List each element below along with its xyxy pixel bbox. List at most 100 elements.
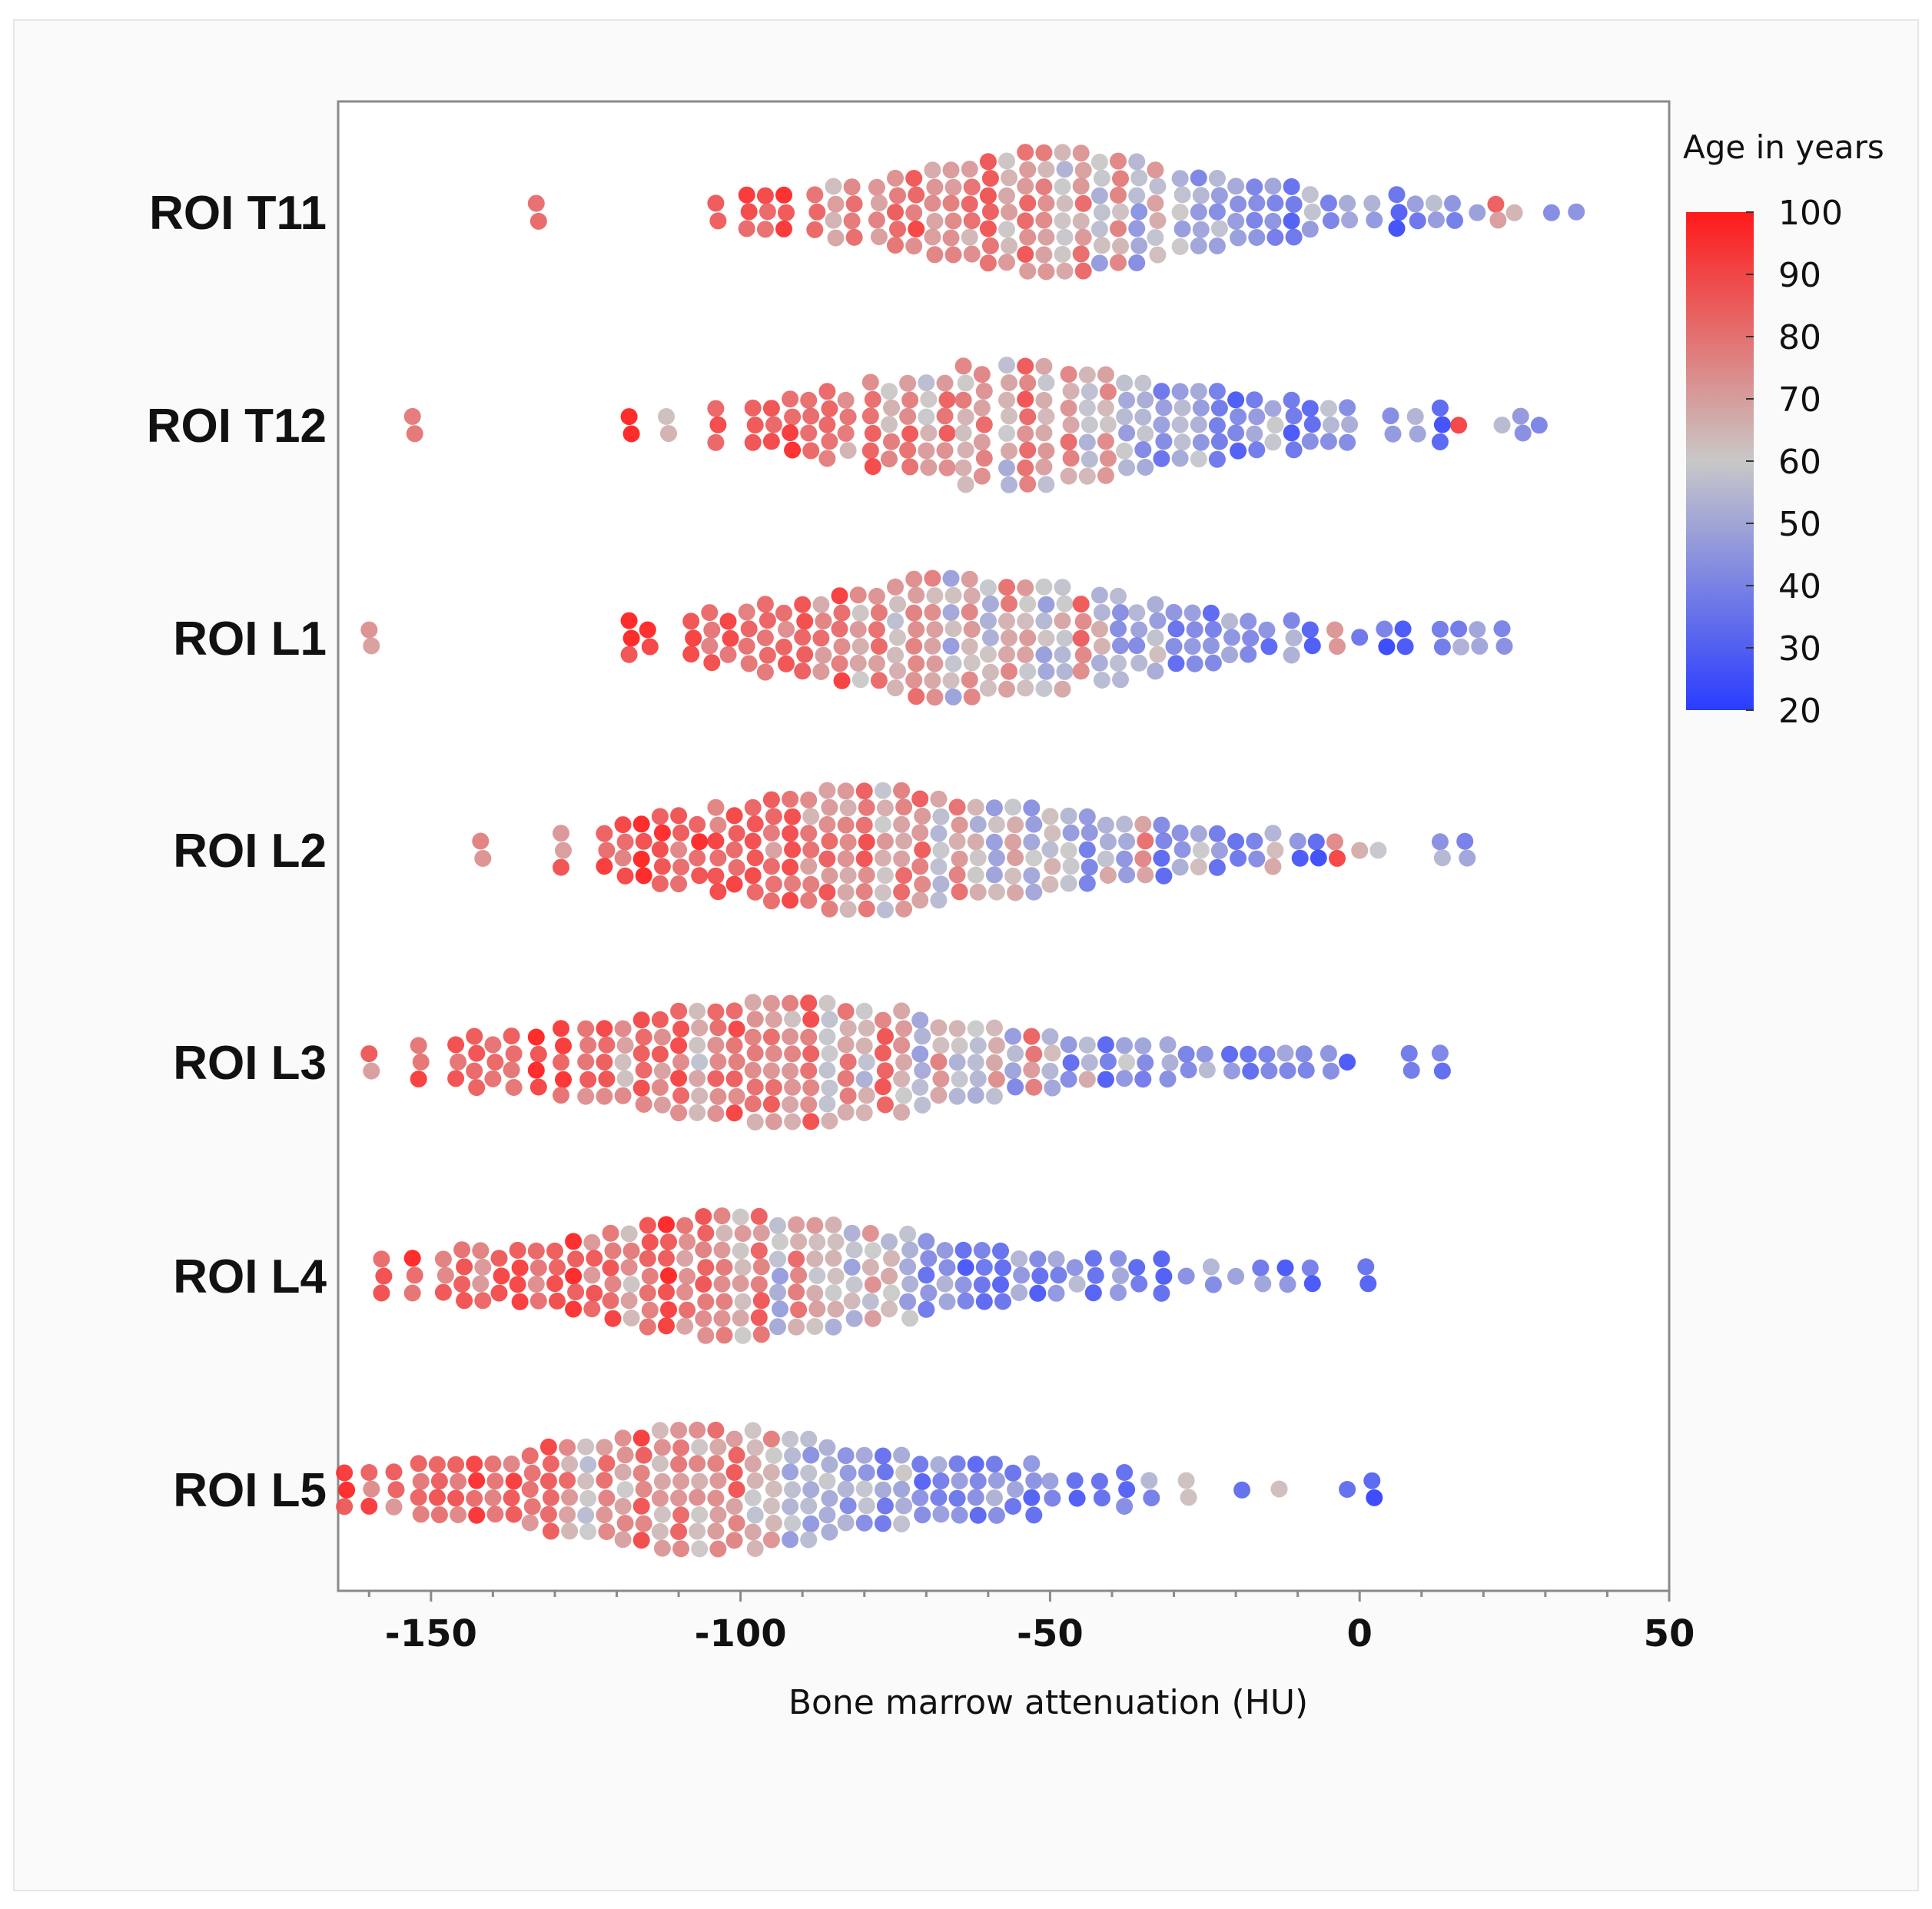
data-point: [899, 1258, 917, 1276]
data-point: [635, 1446, 652, 1464]
data-point: [622, 1310, 640, 1326]
data-point: [1001, 595, 1017, 613]
data-point: [1190, 450, 1207, 468]
data-point: [658, 1317, 675, 1335]
data-point: [1192, 842, 1210, 859]
data-point: [851, 671, 869, 689]
data-point: [1074, 646, 1092, 664]
data-point: [794, 596, 812, 613]
data-point: [899, 374, 917, 392]
data-point: [672, 1020, 690, 1038]
data-point: [689, 1489, 706, 1506]
data-point: [474, 1292, 492, 1310]
data-point: [546, 1275, 563, 1293]
data-point: [963, 178, 981, 196]
data-point: [685, 629, 702, 647]
data-point: [948, 1054, 966, 1071]
data-point: [899, 1225, 917, 1243]
data-point: [802, 1481, 820, 1499]
data-point: [734, 1225, 752, 1242]
data-point: [622, 425, 640, 443]
data-point: [412, 1506, 430, 1523]
data-point: [893, 815, 911, 833]
data-point: [851, 604, 869, 622]
data-point: [1260, 1062, 1278, 1080]
data-point: [602, 1292, 619, 1310]
data-point: [1078, 366, 1096, 383]
data-point: [707, 433, 725, 451]
data-point: [1137, 425, 1154, 443]
data-point: [511, 1259, 529, 1277]
category-label: ROI L1: [173, 613, 327, 666]
data-point: [565, 1267, 583, 1285]
data-point: [775, 638, 792, 656]
data-point: [979, 220, 997, 237]
data-point: [672, 858, 690, 876]
data-point: [837, 850, 855, 868]
legend-title: Age in years: [1683, 128, 1884, 166]
data-point: [503, 1061, 520, 1079]
data-point: [951, 850, 968, 868]
data-point: [920, 459, 938, 476]
data-point: [1078, 467, 1096, 485]
data-point: [855, 883, 873, 901]
data-point: [908, 655, 925, 672]
data-point: [1233, 1481, 1251, 1499]
data-point: [539, 1506, 557, 1523]
data-point: [858, 900, 875, 918]
data-point: [988, 815, 1005, 833]
data-point: [800, 1096, 818, 1114]
data-point: [893, 1480, 911, 1498]
data-point: [596, 1054, 613, 1071]
data-point: [1153, 816, 1170, 834]
data-point: [1339, 433, 1356, 451]
data-point: [800, 1430, 818, 1448]
data-point: [697, 1259, 715, 1277]
data-point: [1019, 228, 1037, 246]
data-point: [858, 1054, 875, 1071]
data-point: [598, 1455, 616, 1472]
color-legend: Age in years 20 30 40 50 60 70 80 90 100: [1683, 128, 1884, 731]
data-point: [911, 824, 929, 842]
data-point: [1044, 1044, 1061, 1062]
data-point: [926, 655, 944, 672]
data-point: [924, 637, 941, 655]
data-point: [918, 408, 935, 426]
data-point: [821, 1523, 838, 1541]
data-point: [746, 1439, 764, 1456]
data-point: [957, 441, 974, 459]
data-point: [932, 808, 950, 825]
data-point: [484, 1489, 502, 1506]
data-point: [942, 672, 960, 689]
data-point: [837, 1003, 855, 1021]
data-point: [689, 1421, 706, 1439]
data-point: [858, 866, 875, 884]
data-point: [845, 1310, 863, 1327]
data-point: [839, 833, 857, 851]
data-point: [529, 1045, 547, 1063]
data-point: [709, 416, 727, 433]
data-point: [815, 613, 832, 630]
data-point: [775, 220, 792, 237]
data-point: [769, 1250, 786, 1268]
data-point: [1118, 459, 1136, 476]
data-point: [695, 1276, 712, 1293]
data-point: [1301, 433, 1319, 450]
data-point: [468, 1472, 486, 1489]
data-point: [1431, 399, 1449, 417]
data-point: [670, 1070, 688, 1087]
data-point: [1007, 816, 1024, 834]
data-point: [1025, 1078, 1043, 1096]
data-point: [944, 688, 962, 706]
data-point: [1037, 228, 1055, 246]
data-point: [1137, 1054, 1154, 1071]
data-point: [784, 1011, 802, 1028]
data-point: [403, 407, 421, 425]
data-point: [914, 841, 931, 858]
data-point: [784, 1481, 802, 1499]
data-point: [963, 587, 981, 605]
data-point: [876, 799, 894, 817]
data-point: [1072, 178, 1090, 195]
data-point: [1246, 211, 1263, 229]
data-point: [1054, 245, 1071, 263]
